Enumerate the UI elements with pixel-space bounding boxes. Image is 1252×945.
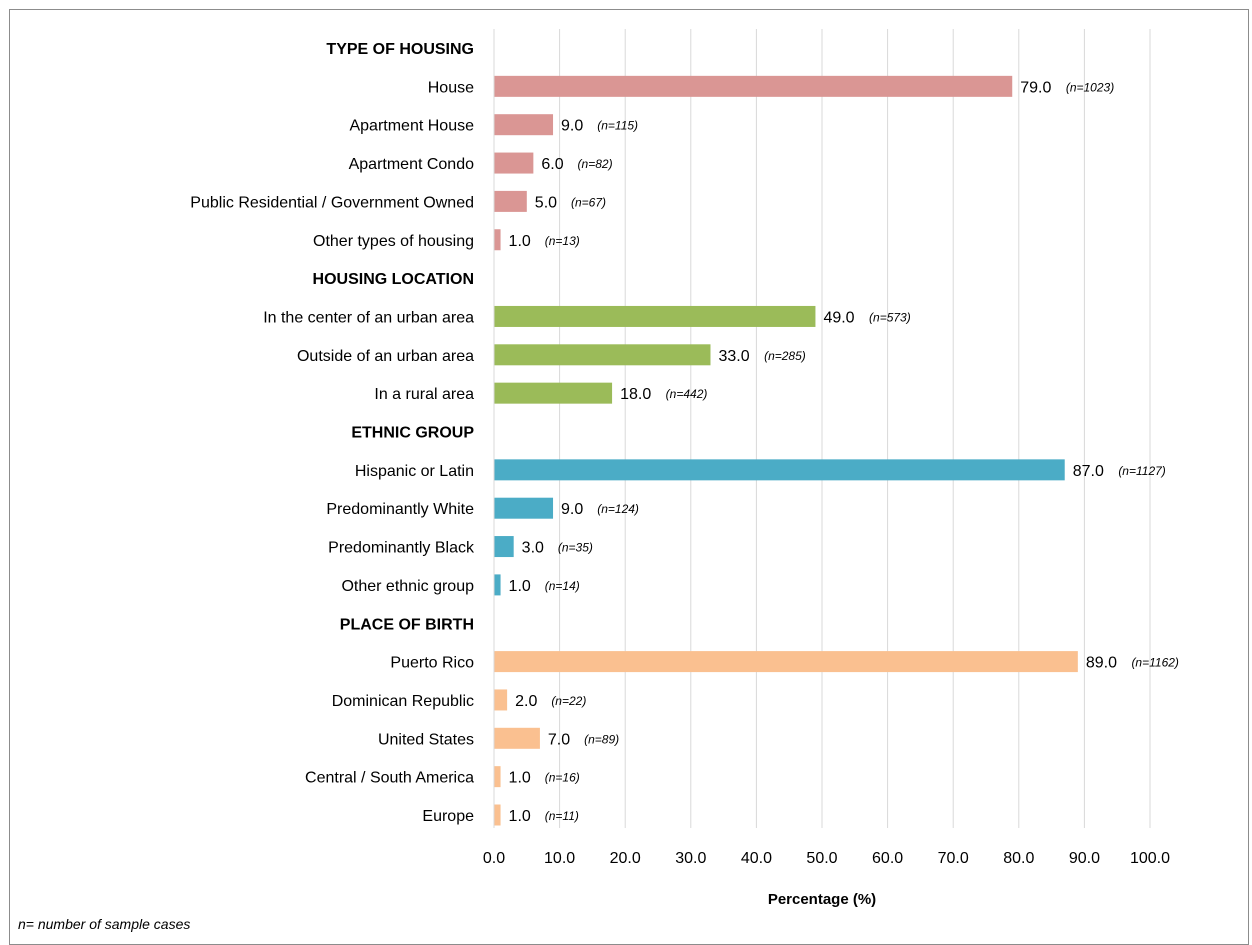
bar <box>494 766 501 788</box>
sample-size-label: (n=285) <box>764 349 806 363</box>
category-label: Apartment Condo <box>349 156 475 173</box>
bar <box>494 229 501 251</box>
bar <box>494 459 1065 481</box>
category-label: In the center of an urban area <box>263 309 474 326</box>
data-label: 1.0 <box>509 770 531 787</box>
x-tick-label: 20.0 <box>610 850 641 867</box>
x-tick-label: 0.0 <box>483 850 505 867</box>
sample-size-label: (n=1127) <box>1118 464 1165 478</box>
data-label: 49.0 <box>823 309 854 326</box>
sample-size-label: (n=1162) <box>1131 656 1178 670</box>
x-tick-label: 60.0 <box>872 850 903 867</box>
group-header: HOUSING LOCATION <box>313 271 474 288</box>
bar <box>494 344 711 366</box>
sample-size-label: (n=11) <box>545 809 579 823</box>
category-label: Predominantly White <box>326 501 474 518</box>
sample-size-label: (n=13) <box>545 234 580 248</box>
x-tick-label: 90.0 <box>1069 850 1100 867</box>
data-label: 6.0 <box>541 156 563 173</box>
data-label: 9.0 <box>561 501 583 518</box>
bar <box>494 190 527 212</box>
sample-size-label: (n=442) <box>666 387 708 401</box>
category-label: Puerto Rico <box>390 655 474 672</box>
footnote: n= number of sample cases <box>18 916 191 932</box>
category-label: Hispanic or Latin <box>355 463 474 480</box>
bar <box>494 75 1013 97</box>
sample-size-label: (n=573) <box>869 310 911 324</box>
data-label: 7.0 <box>548 731 570 748</box>
group-header: ETHNIC GROUP <box>351 425 474 442</box>
category-label: Other types of housing <box>313 233 474 250</box>
data-label: 3.0 <box>522 540 544 557</box>
sample-size-label: (n=1023) <box>1066 80 1114 94</box>
data-label: 18.0 <box>620 386 651 403</box>
sample-size-label: (n=115) <box>597 119 638 133</box>
category-label: Apartment House <box>349 118 474 135</box>
data-label: 2.0 <box>515 693 537 710</box>
data-label: 5.0 <box>535 194 557 211</box>
x-tick-label: 70.0 <box>938 850 969 867</box>
group-header: PLACE OF BIRTH <box>340 616 474 633</box>
bar <box>494 114 554 136</box>
sample-size-label: (n=82) <box>578 157 613 171</box>
bar <box>494 152 534 174</box>
group-header: TYPE OF HOUSING <box>326 41 474 58</box>
category-label: United States <box>378 731 474 748</box>
category-label: House <box>428 79 474 96</box>
category-label: Public Residential / Government Owned <box>190 194 474 211</box>
bar <box>494 536 514 558</box>
bar <box>494 305 816 327</box>
x-tick-label: 50.0 <box>806 850 837 867</box>
sample-size-label: (n=124) <box>597 502 639 516</box>
data-label: 79.0 <box>1020 79 1051 96</box>
data-label: 87.0 <box>1073 463 1104 480</box>
x-tick-label: 80.0 <box>1003 850 1034 867</box>
data-label: 1.0 <box>509 578 531 595</box>
bar <box>494 727 540 749</box>
sample-size-label: (n=67) <box>571 195 606 209</box>
category-label: Other ethnic group <box>341 578 474 595</box>
data-label: 1.0 <box>509 808 531 825</box>
bar <box>494 651 1078 673</box>
bar <box>494 804 501 826</box>
category-label: Europe <box>422 808 474 825</box>
bar <box>494 689 508 711</box>
x-tick-label: 30.0 <box>675 850 706 867</box>
category-label: Central / South America <box>305 770 474 787</box>
data-label: 1.0 <box>509 233 531 250</box>
x-tick-label: 40.0 <box>741 850 772 867</box>
sample-size-label: (n=35) <box>558 541 593 555</box>
sample-size-label: (n=89) <box>584 732 619 746</box>
sample-size-label: (n=16) <box>545 771 580 785</box>
category-label: Predominantly Black <box>328 540 475 557</box>
x-tick-label: 100.0 <box>1130 850 1170 867</box>
sample-size-label: (n=14) <box>545 579 580 593</box>
bar <box>494 497 554 519</box>
data-label: 33.0 <box>718 348 749 365</box>
category-label: Dominican Republic <box>332 693 474 710</box>
data-label: 9.0 <box>561 118 583 135</box>
bar <box>494 574 501 596</box>
bar <box>494 382 613 404</box>
data-label: 89.0 <box>1086 655 1117 672</box>
category-label: In a rural area <box>374 386 474 403</box>
x-axis-title: Percentage (%) <box>768 891 876 908</box>
x-tick-label: 10.0 <box>544 850 575 867</box>
category-label: Outside of an urban area <box>297 348 474 365</box>
sample-size-label: (n=22) <box>551 694 586 708</box>
